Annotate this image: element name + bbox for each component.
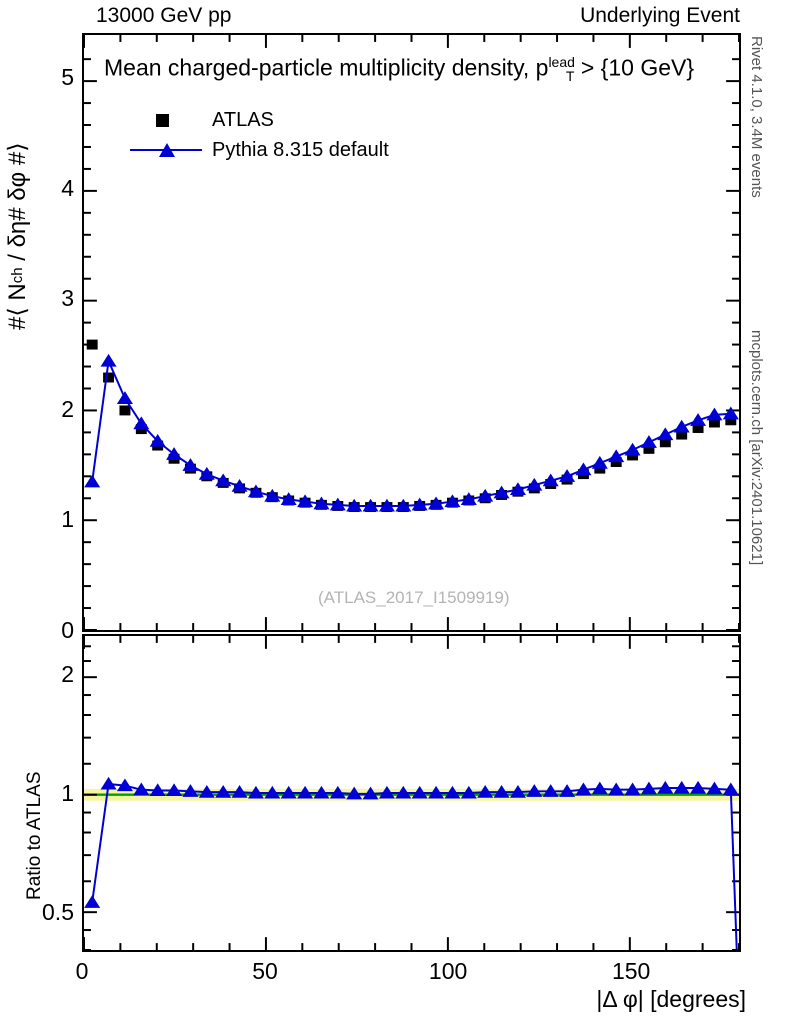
plot-title: Mean charged-particle multiplicity densi… (104, 54, 694, 84)
main-y-tick-0: 0 (61, 617, 74, 643)
plot-title-superscript: lead (548, 54, 575, 70)
legend-label-atlas: ATLAS (212, 108, 274, 131)
mcplots-source-caption: mcplots.cern.ch [arXiv:2401.10621] (748, 330, 765, 566)
plot-title-subscript: T (565, 68, 575, 85)
legend-key-square-marker (130, 109, 202, 131)
analysis-id-watermark: (ATLAS_2017_I1509919) (318, 588, 510, 607)
plot-title-prefix: Mean charged-particle multiplicity densi… (104, 54, 549, 81)
main-plot-canvas (84, 35, 739, 630)
x-tick-150: 150 (611, 958, 651, 984)
x-axis-label: |Δ φ| [degrees] (596, 986, 746, 1012)
header-analysis-label: Underlying Event (580, 4, 740, 27)
ratio-y-tick-0.5: 0.5 (42, 898, 74, 925)
legend-key-triangle-marker (130, 139, 202, 161)
plot-title-suffix: > {10 GeV} (574, 54, 695, 81)
main-plot-panel (82, 33, 741, 632)
main-y-tick-3: 3 (61, 285, 74, 312)
main-y-tick-2: 2 (61, 395, 74, 422)
x-tick-50: 50 (252, 958, 278, 984)
rivet-version-caption: Rivet 4.1.0, 3.4M events (748, 36, 765, 198)
x-tick-0: 0 (75, 958, 89, 984)
legend-item-atlas[interactable]: ATLAS (130, 105, 389, 135)
main-y-tick-4: 4 (61, 174, 74, 201)
legend-item-pythia[interactable]: Pythia 8.315 default (130, 135, 389, 165)
main-y-tick-5: 5 (61, 64, 74, 91)
x-tick-100: 100 (428, 958, 468, 984)
ratio-plot-canvas (84, 636, 739, 950)
ratio-plot-panel (82, 634, 741, 952)
main-y-axis-label: #⟨ Nch / δη# δφ #⟩ (4, 142, 31, 330)
ratio-y-tick-1: 1 (61, 779, 74, 806)
legend-label-pythia: Pythia 8.315 default (212, 138, 389, 161)
ratio-y-tick-2: 2 (61, 660, 74, 687)
legend: ATLAS Pythia 8.315 default (130, 105, 389, 165)
main-y-tick-1: 1 (61, 506, 74, 533)
header-beam-label: 13000 GeV pp (96, 4, 232, 27)
